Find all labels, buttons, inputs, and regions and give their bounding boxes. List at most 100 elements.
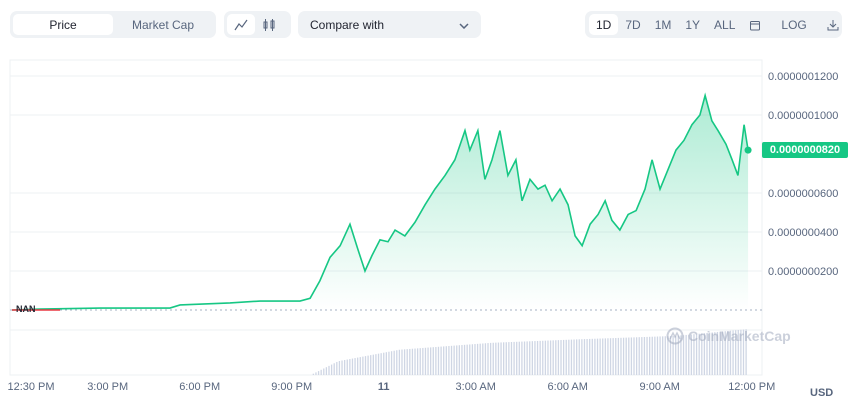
volume-bar bbox=[398, 349, 401, 375]
range-1d[interactable]: 1D bbox=[589, 14, 619, 35]
volume-bar bbox=[523, 341, 526, 375]
volume-bar bbox=[393, 350, 395, 375]
calendar-icon[interactable] bbox=[742, 14, 768, 35]
volume-bar bbox=[729, 330, 732, 375]
coinmarketcap-watermark: CoinMarketCap bbox=[666, 327, 791, 345]
volume-bar bbox=[643, 336, 646, 375]
volume-bar bbox=[724, 331, 726, 375]
volume-bar bbox=[346, 359, 348, 375]
volume-bar bbox=[570, 339, 573, 375]
volume-bar bbox=[336, 361, 338, 375]
volume-bar bbox=[430, 347, 432, 375]
volume-bar bbox=[672, 335, 674, 375]
volume-bar bbox=[492, 342, 494, 375]
volume-bar bbox=[635, 337, 638, 375]
y-tick-label: 0.0000000200 bbox=[768, 266, 838, 278]
volume-bar bbox=[607, 338, 609, 375]
candlestick-icon[interactable] bbox=[255, 14, 283, 35]
y-tick-label: 0.0000001000 bbox=[768, 110, 838, 122]
chart-type-toggle bbox=[224, 11, 291, 38]
volume-bar bbox=[484, 343, 487, 375]
y-tick-label: 0.0000001200 bbox=[768, 71, 838, 83]
x-tick-label: 9:00 PM bbox=[271, 381, 312, 393]
volume-bar bbox=[695, 333, 698, 375]
volume-bar bbox=[719, 331, 721, 375]
volume-bar bbox=[354, 358, 356, 375]
volume-bar bbox=[531, 341, 533, 375]
x-tick-label: 3:00 PM bbox=[87, 381, 128, 393]
log-toggle[interactable]: LOG bbox=[781, 17, 807, 32]
volume-bar bbox=[609, 338, 612, 375]
range-all[interactable]: ALL bbox=[714, 17, 736, 32]
volume-bar bbox=[630, 337, 633, 375]
range-1m[interactable]: 1M bbox=[654, 17, 672, 32]
volume-bar bbox=[466, 344, 468, 375]
volume-bar bbox=[463, 344, 466, 375]
volume-bar bbox=[664, 336, 666, 375]
volume-bar bbox=[351, 358, 354, 375]
volume-bar bbox=[620, 337, 622, 375]
volume-bar bbox=[461, 345, 463, 375]
volume-bar bbox=[333, 363, 335, 375]
volume-bar bbox=[649, 336, 651, 375]
volume-bar bbox=[714, 332, 716, 375]
volume-bar bbox=[706, 332, 708, 375]
volume-bar bbox=[583, 339, 586, 375]
volume-bar bbox=[388, 351, 390, 375]
volume-bar bbox=[544, 340, 547, 375]
volume-bar bbox=[320, 369, 322, 375]
volume-bar bbox=[617, 337, 620, 375]
volume-bar bbox=[432, 347, 434, 375]
tab-market-cap[interactable]: Market Cap bbox=[131, 17, 195, 32]
current-price-dot bbox=[744, 146, 752, 154]
volume-bar bbox=[385, 352, 387, 375]
volume-bar bbox=[562, 339, 565, 375]
range-1y[interactable]: 1Y bbox=[685, 17, 701, 32]
volume-bar bbox=[602, 338, 604, 375]
volume-bar bbox=[375, 354, 377, 375]
x-tick-label: 6:00 PM bbox=[179, 381, 220, 393]
volume-bar bbox=[510, 342, 513, 375]
volume-bar bbox=[435, 346, 437, 375]
tab-price[interactable]: Price bbox=[13, 14, 113, 35]
current-price-tag: 0.0000000820 bbox=[762, 142, 848, 158]
volume-bar bbox=[594, 338, 596, 375]
download-icon[interactable] bbox=[820, 14, 846, 35]
volume-bar bbox=[633, 337, 635, 375]
x-tick-label: 9:00 AM bbox=[640, 381, 680, 393]
line-chart-icon[interactable] bbox=[227, 14, 255, 35]
compare-with-dropdown[interactable]: Compare with bbox=[298, 11, 481, 38]
volume-bar bbox=[654, 336, 656, 375]
volume-bar bbox=[497, 342, 500, 375]
volume-bar bbox=[576, 339, 578, 375]
volume-bar bbox=[628, 337, 630, 375]
volume-bar bbox=[698, 333, 700, 375]
volume-bar bbox=[487, 343, 489, 375]
volume-bar bbox=[641, 337, 643, 375]
volume-bar bbox=[437, 346, 440, 375]
volume-bar bbox=[659, 336, 661, 375]
volume-bar bbox=[716, 331, 719, 375]
volume-bar bbox=[612, 338, 614, 375]
y-tick-label: 0.0000000400 bbox=[768, 227, 838, 239]
volume-bar bbox=[625, 337, 627, 375]
volume-bar bbox=[349, 359, 351, 375]
volume-bar bbox=[708, 332, 711, 375]
volume-bar bbox=[427, 347, 429, 375]
x-tick-label: 11 bbox=[378, 381, 390, 393]
volume-bar bbox=[416, 348, 419, 375]
volume-bar bbox=[669, 336, 672, 375]
volume-bar bbox=[476, 343, 479, 375]
volume-bar bbox=[542, 340, 544, 375]
volume-bar bbox=[703, 333, 706, 375]
volume-bar bbox=[489, 342, 492, 375]
volume-bar bbox=[615, 337, 617, 375]
volume-bar bbox=[458, 345, 460, 375]
volume-bar bbox=[557, 340, 560, 375]
price-area bbox=[11, 95, 749, 310]
range-7d[interactable]: 7D bbox=[625, 17, 641, 32]
volume-bar bbox=[682, 335, 685, 375]
volume-bar bbox=[547, 340, 549, 375]
volume-bar bbox=[505, 342, 507, 375]
